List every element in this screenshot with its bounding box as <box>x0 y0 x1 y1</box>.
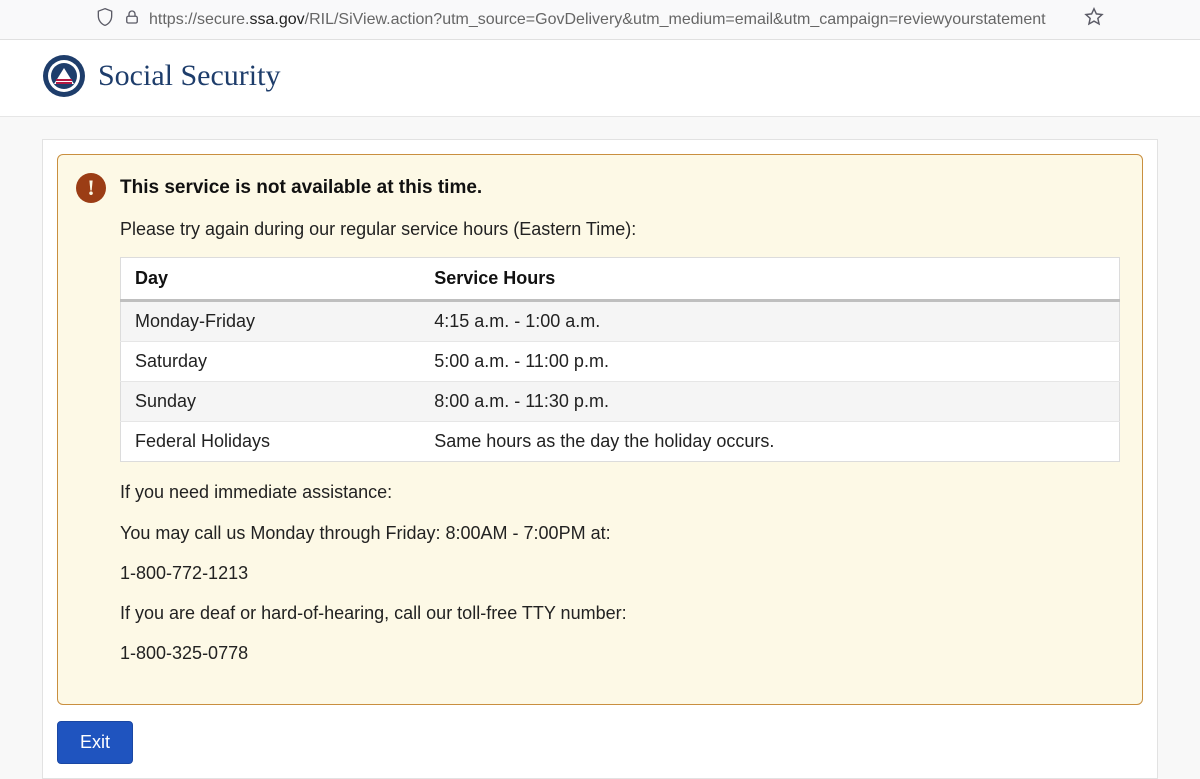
exit-button[interactable]: Exit <box>57 721 133 764</box>
table-row: Sunday 8:00 a.m. - 11:30 p.m. <box>121 382 1120 422</box>
page-content: ! This service is not available at this … <box>0 117 1200 779</box>
cell-day: Monday-Friday <box>121 301 421 342</box>
main-card: ! This service is not available at this … <box>42 139 1158 779</box>
service-unavailable-alert: ! This service is not available at this … <box>57 154 1143 705</box>
help-line: You may call us Monday through Friday: 8… <box>120 521 1120 545</box>
url-path: /RIL/SiView.action?utm_source=GovDeliver… <box>305 11 1046 28</box>
alert-title: This service is not available at this ti… <box>120 177 482 199</box>
url-host: ssa.gov <box>250 11 305 28</box>
alert-body: Please try again during our regular serv… <box>120 217 1120 666</box>
help-line: If you need immediate assistance: <box>120 480 1120 504</box>
help-phone: 1-800-772-1213 <box>120 561 1120 585</box>
cell-hours: Same hours as the day the holiday occurs… <box>420 422 1119 462</box>
url-prefix: https://secure. <box>149 11 250 28</box>
table-row: Saturday 5:00 a.m. - 11:00 p.m. <box>121 342 1120 382</box>
url-display[interactable]: https://secure.ssa.gov/RIL/SiView.action… <box>149 11 1075 29</box>
cell-hours: 4:15 a.m. - 1:00 a.m. <box>420 301 1119 342</box>
alert-header: ! This service is not available at this … <box>76 173 1120 203</box>
cell-hours: 8:00 a.m. - 11:30 p.m. <box>420 382 1119 422</box>
bookmark-star-icon[interactable] <box>1083 6 1105 33</box>
shield-icon[interactable] <box>95 7 115 32</box>
help-line: If you are deaf or hard-of-hearing, call… <box>120 601 1120 625</box>
lock-icon[interactable] <box>123 8 141 31</box>
site-header: Social Security <box>0 40 1200 117</box>
table-row: Monday-Friday 4:15 a.m. - 1:00 a.m. <box>121 301 1120 342</box>
cell-day: Federal Holidays <box>121 422 421 462</box>
cell-day: Saturday <box>121 342 421 382</box>
table-row: Federal Holidays Same hours as the day t… <box>121 422 1120 462</box>
alert-intro: Please try again during our regular serv… <box>120 217 1120 241</box>
site-title: Social Security <box>98 59 280 93</box>
exclamation-icon: ! <box>76 173 106 203</box>
cell-day: Sunday <box>121 382 421 422</box>
table-header-hours: Service Hours <box>420 258 1119 301</box>
cell-hours: 5:00 a.m. - 11:00 p.m. <box>420 342 1119 382</box>
browser-url-bar: https://secure.ssa.gov/RIL/SiView.action… <box>0 0 1200 40</box>
ssa-logo[interactable] <box>42 54 86 98</box>
table-header-day: Day <box>121 258 421 301</box>
help-tty-phone: 1-800-325-0778 <box>120 641 1120 665</box>
service-hours-table: Day Service Hours Monday-Friday 4:15 a.m… <box>120 257 1120 462</box>
